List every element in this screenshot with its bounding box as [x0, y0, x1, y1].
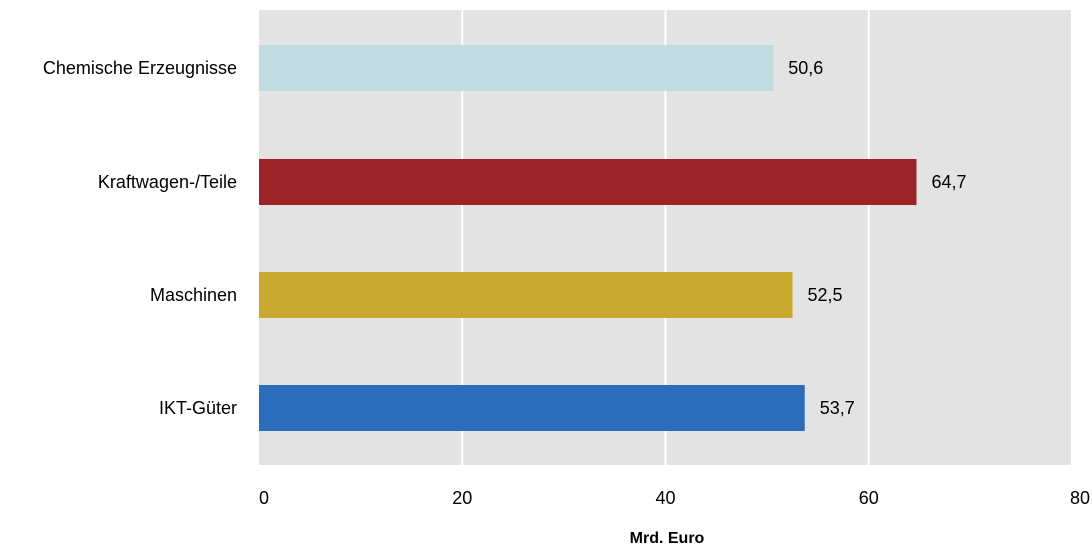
bar: [259, 385, 805, 431]
category-label: Kraftwagen-/Teile: [98, 172, 237, 192]
bar: [259, 272, 793, 318]
value-labels: 50,6 64,7 52,5 53,7: [788, 58, 966, 418]
value-label: 64,7: [932, 172, 967, 192]
category-label: IKT-Güter: [159, 398, 237, 418]
bars: [259, 45, 917, 431]
x-axis-title: Mrd. Euro: [630, 530, 705, 547]
x-tick-label: 20: [452, 488, 472, 508]
value-label: 50,6: [788, 58, 823, 78]
bar: [259, 45, 774, 91]
category-label: Maschinen: [150, 285, 237, 305]
x-tick-label: 60: [859, 488, 879, 508]
value-label: 53,7: [820, 398, 855, 418]
x-tick-label: 0: [259, 488, 269, 508]
value-label: 52,5: [808, 285, 843, 305]
bar: [259, 159, 917, 205]
x-tick-label: 40: [655, 488, 675, 508]
category-label: Chemische Erzeugnisse: [43, 58, 237, 78]
x-axis-ticks: 0 20 40 60 80: [259, 488, 1090, 508]
x-tick-label: 80: [1070, 488, 1090, 508]
category-labels: Chemische Erzeugnisse Kraftwagen-/Teile Ma…: [43, 58, 237, 418]
